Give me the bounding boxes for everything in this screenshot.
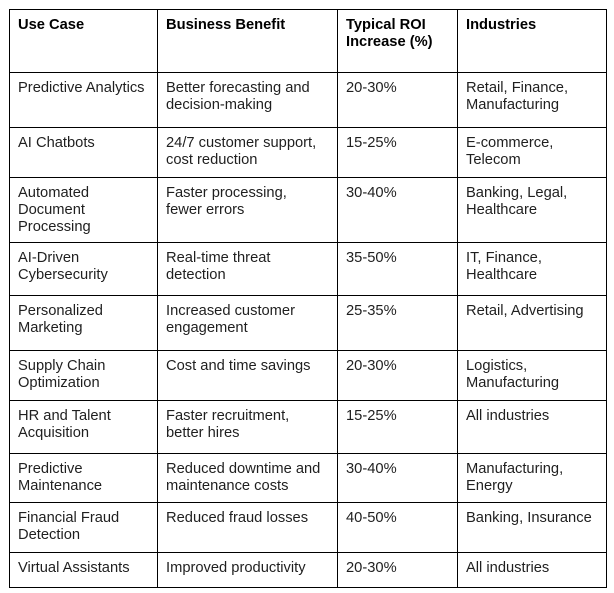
cell-business-benefit: Cost and time savings	[157, 350, 338, 401]
cell-business-benefit: Increased customer engagement	[157, 295, 338, 351]
cell-industries: All industries	[457, 552, 607, 588]
table-row: Financial Fraud Detection Reduced fraud l…	[9, 502, 607, 553]
cell-industries: Logistics, Manufacturing	[457, 350, 607, 401]
cell-roi-increase: 15-25%	[337, 400, 458, 454]
table-body: Predictive Analytics Better forecasting a…	[9, 72, 607, 588]
table-row: Virtual Assistants Improved productivity 2…	[9, 552, 607, 588]
table-row: Supply Chain Optimization Cost and time s…	[9, 350, 607, 401]
cell-roi-increase: 15-25%	[337, 127, 458, 178]
cell-roi-increase: 25-35%	[337, 295, 458, 351]
cell-use-case: Predictive Analytics	[9, 72, 158, 128]
ai-use-case-roi-table: Use Case Business Benefit Typical ROI Incr…	[9, 9, 607, 588]
cell-use-case: Financial Fraud Detection	[9, 502, 158, 553]
column-header-industries: Industries	[457, 9, 607, 73]
cell-business-benefit: 24/7 customer support, cost reduction	[157, 127, 338, 178]
cell-roi-increase: 40-50%	[337, 502, 458, 553]
table-row: Automated Document Processing Faster proc…	[9, 177, 607, 243]
table-row: AI-Driven Cybersecurity Real-time threat …	[9, 242, 607, 296]
column-header-use-case: Use Case	[9, 9, 158, 73]
table-row: Personalized Marketing Increased customer…	[9, 295, 607, 351]
cell-business-benefit: Better forecasting and decision-making	[157, 72, 338, 128]
cell-industries: All industries	[457, 400, 607, 454]
cell-business-benefit: Faster processing, fewer errors	[157, 177, 338, 243]
table-row: HR and Talent Acquisition Faster recruitm…	[9, 400, 607, 454]
cell-business-benefit: Reduced fraud losses	[157, 502, 338, 553]
cell-roi-increase: 20-30%	[337, 350, 458, 401]
cell-industries: Banking, Legal, Healthcare	[457, 177, 607, 243]
cell-roi-increase: 20-30%	[337, 72, 458, 128]
table-row: AI Chatbots 24/7 customer support, cost r…	[9, 127, 607, 178]
cell-roi-increase: 20-30%	[337, 552, 458, 588]
cell-use-case: Automated Document Processing	[9, 177, 158, 243]
cell-roi-increase: 30-40%	[337, 453, 458, 503]
table-row: Predictive Maintenance Reduced downtime a…	[9, 453, 607, 503]
column-header-roi-increase: Typical ROI Increase (%)	[337, 9, 458, 73]
cell-industries: Retail, Finance, Manufacturing	[457, 72, 607, 128]
cell-use-case: Supply Chain Optimization	[9, 350, 158, 401]
cell-industries: Manufacturing, Energy	[457, 453, 607, 503]
table-row: Predictive Analytics Better forecasting a…	[9, 72, 607, 128]
cell-industries: Retail, Advertising	[457, 295, 607, 351]
cell-use-case: AI-Driven Cybersecurity	[9, 242, 158, 296]
cell-business-benefit: Reduced downtime and maintenance costs	[157, 453, 338, 503]
table-header-row: Use Case Business Benefit Typical ROI Incr…	[9, 9, 607, 73]
cell-use-case: Predictive Maintenance	[9, 453, 158, 503]
cell-use-case: HR and Talent Acquisition	[9, 400, 158, 454]
cell-use-case: Virtual Assistants	[9, 552, 158, 588]
cell-use-case: AI Chatbots	[9, 127, 158, 178]
cell-business-benefit: Improved productivity	[157, 552, 338, 588]
cell-use-case: Personalized Marketing	[9, 295, 158, 351]
cell-industries: E-commerce, Telecom	[457, 127, 607, 178]
cell-industries: IT, Finance, Healthcare	[457, 242, 607, 296]
cell-business-benefit: Faster recruitment, better hires	[157, 400, 338, 454]
cell-roi-increase: 30-40%	[337, 177, 458, 243]
cell-business-benefit: Real-time threat detection	[157, 242, 338, 296]
column-header-business-benefit: Business Benefit	[157, 9, 338, 73]
cell-roi-increase: 35-50%	[337, 242, 458, 296]
cell-industries: Banking, Insurance	[457, 502, 607, 553]
